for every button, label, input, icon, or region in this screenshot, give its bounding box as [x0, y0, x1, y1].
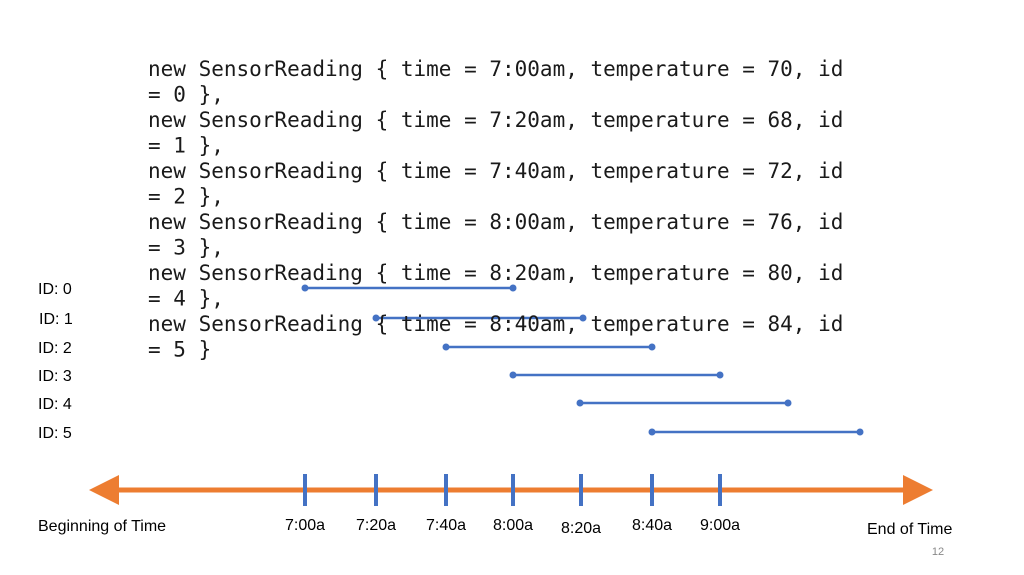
code-line: = 2 },	[148, 185, 224, 209]
id-label: ID: 2	[38, 340, 72, 357]
tick-label: 8:40a	[632, 517, 672, 534]
code-line: new SensorReading { time = 7:40am, tempe…	[148, 159, 843, 183]
id-label: ID: 4	[38, 396, 72, 413]
id-label: ID: 1	[39, 311, 73, 328]
code-line: = 4 },	[148, 287, 224, 311]
interval-end	[648, 343, 656, 351]
interval-end	[576, 399, 584, 407]
code-line: = 5 }	[148, 338, 211, 362]
id-label: ID: 3	[38, 368, 72, 385]
interval-end	[509, 371, 517, 379]
start-label: Beginning of Time	[38, 518, 166, 535]
code-line: new SensorReading { time = 8:20am, tempe…	[148, 261, 843, 285]
tick-label: 7:00a	[285, 517, 325, 534]
tick-label: 8:20a	[561, 520, 601, 537]
code-line: new SensorReading { time = 8:40am, tempe…	[148, 312, 843, 336]
code-line: = 3 },	[148, 236, 224, 260]
tick-label: 7:40a	[426, 517, 466, 534]
interval-end	[716, 371, 724, 379]
code-line: = 0 },	[148, 83, 224, 107]
interval-end	[372, 314, 380, 322]
interval-end	[301, 284, 309, 292]
tick-label: 8:00a	[493, 517, 533, 534]
id-label: ID: 0	[38, 281, 72, 298]
code-line: new SensorReading { time = 7:00am, tempe…	[148, 57, 843, 81]
interval-end	[856, 428, 864, 436]
tick-label: 9:00a	[700, 517, 740, 534]
interval-end	[784, 399, 792, 407]
tick-label: 7:20a	[356, 517, 396, 534]
code-line: = 1 },	[148, 134, 224, 158]
id-label: ID: 5	[38, 425, 72, 442]
interval-end	[442, 343, 450, 351]
code-line: new SensorReading { time = 7:20am, tempe…	[148, 108, 843, 132]
page-number: 12	[932, 546, 944, 558]
end-label: End of Time	[867, 521, 952, 538]
code-line: new SensorReading { time = 8:00am, tempe…	[148, 210, 843, 234]
interval-end	[579, 314, 587, 322]
interval-end	[648, 428, 656, 436]
interval-end	[509, 284, 517, 292]
